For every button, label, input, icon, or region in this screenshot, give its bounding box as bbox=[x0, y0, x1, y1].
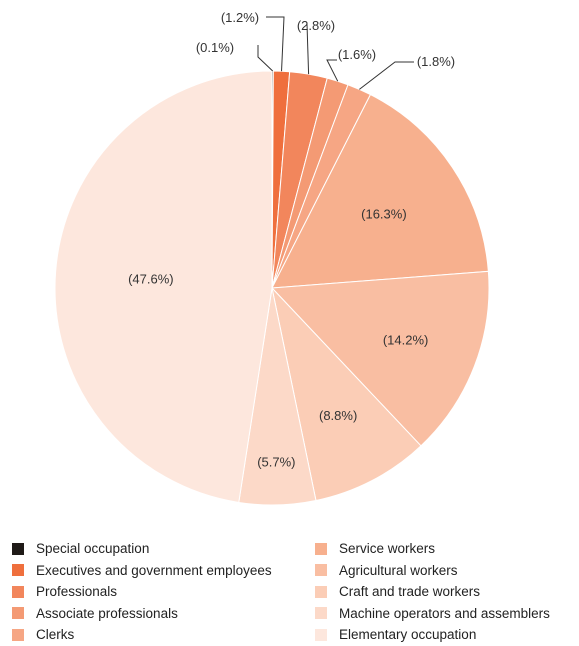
pie-slice-elementary-occupation bbox=[54, 70, 273, 504]
legend-item: Executives and government employees bbox=[12, 560, 272, 582]
legend-item: Elementary occupation bbox=[315, 624, 550, 646]
leader-line bbox=[266, 16, 285, 72]
slice-label: (16.3%) bbox=[361, 206, 407, 221]
legend-item: Associate professionals bbox=[12, 603, 272, 625]
legend-item: Special occupation bbox=[12, 538, 272, 560]
legend-label: Associate professionals bbox=[36, 605, 178, 621]
legend-column-left: Special occupation Executives and governm… bbox=[12, 538, 272, 646]
legend-label: Service workers bbox=[339, 541, 436, 557]
legend-swatch bbox=[315, 542, 327, 555]
legend-label: Professionals bbox=[36, 584, 118, 600]
legend-swatch bbox=[315, 607, 327, 620]
legend-label: Special occupation bbox=[36, 541, 150, 557]
legend-item: Machine operators and assemblers bbox=[315, 603, 550, 625]
slice-label: (14.2%) bbox=[383, 333, 429, 348]
legend-column-right: Service workers Agricultural workers Craft… bbox=[315, 538, 550, 646]
leader-line bbox=[257, 45, 274, 72]
pie-slice-agricultural-workers bbox=[270, 270, 490, 447]
legend-label: Machine operators and assemblers bbox=[339, 605, 550, 621]
leader-line bbox=[359, 61, 414, 90]
slice-label: (5.7%) bbox=[257, 455, 295, 470]
slice-label: (1.6%) bbox=[338, 47, 376, 62]
legend-label: Executives and government employees bbox=[36, 562, 272, 578]
legend-swatch bbox=[12, 585, 24, 598]
pie-slice-service-workers bbox=[271, 93, 489, 289]
legend-swatch bbox=[12, 564, 24, 577]
slice-label: (0.1%) bbox=[196, 40, 234, 55]
pie-chart: (0.1%) (1.2%) (2.8%)(1.6%) (1.8%) (16.3%) (14… bbox=[54, 10, 490, 506]
pie-slice-craft-and-trade-workers bbox=[271, 286, 422, 502]
legend-swatch bbox=[12, 542, 24, 555]
slice-label: (8.8%) bbox=[319, 408, 357, 423]
slice-label: (1.2%) bbox=[221, 10, 259, 25]
legend-label: Clerks bbox=[36, 627, 75, 643]
legend-swatch bbox=[12, 628, 24, 641]
legend-label: Elementary occupation bbox=[339, 627, 477, 643]
legend-swatch bbox=[12, 607, 24, 620]
legend-item: Clerks bbox=[12, 624, 272, 646]
legend-swatch bbox=[315, 585, 327, 598]
legend-label: Craft and trade workers bbox=[339, 584, 481, 600]
legend-item: Service workers bbox=[315, 538, 550, 560]
legend-swatch bbox=[315, 628, 327, 641]
legend-label: Agricultural workers bbox=[339, 562, 458, 578]
leader-line bbox=[326, 59, 339, 82]
legend-item: Agricultural workers bbox=[315, 560, 550, 582]
legend-item: Craft and trade workers bbox=[315, 581, 550, 603]
legend-swatch bbox=[315, 564, 327, 577]
leader-line bbox=[306, 23, 310, 75]
slice-label: (47.6%) bbox=[128, 272, 174, 287]
slice-label: (2.8%) bbox=[297, 18, 335, 33]
slice-label: (1.8%) bbox=[417, 54, 455, 69]
legend-item: Professionals bbox=[12, 581, 272, 603]
